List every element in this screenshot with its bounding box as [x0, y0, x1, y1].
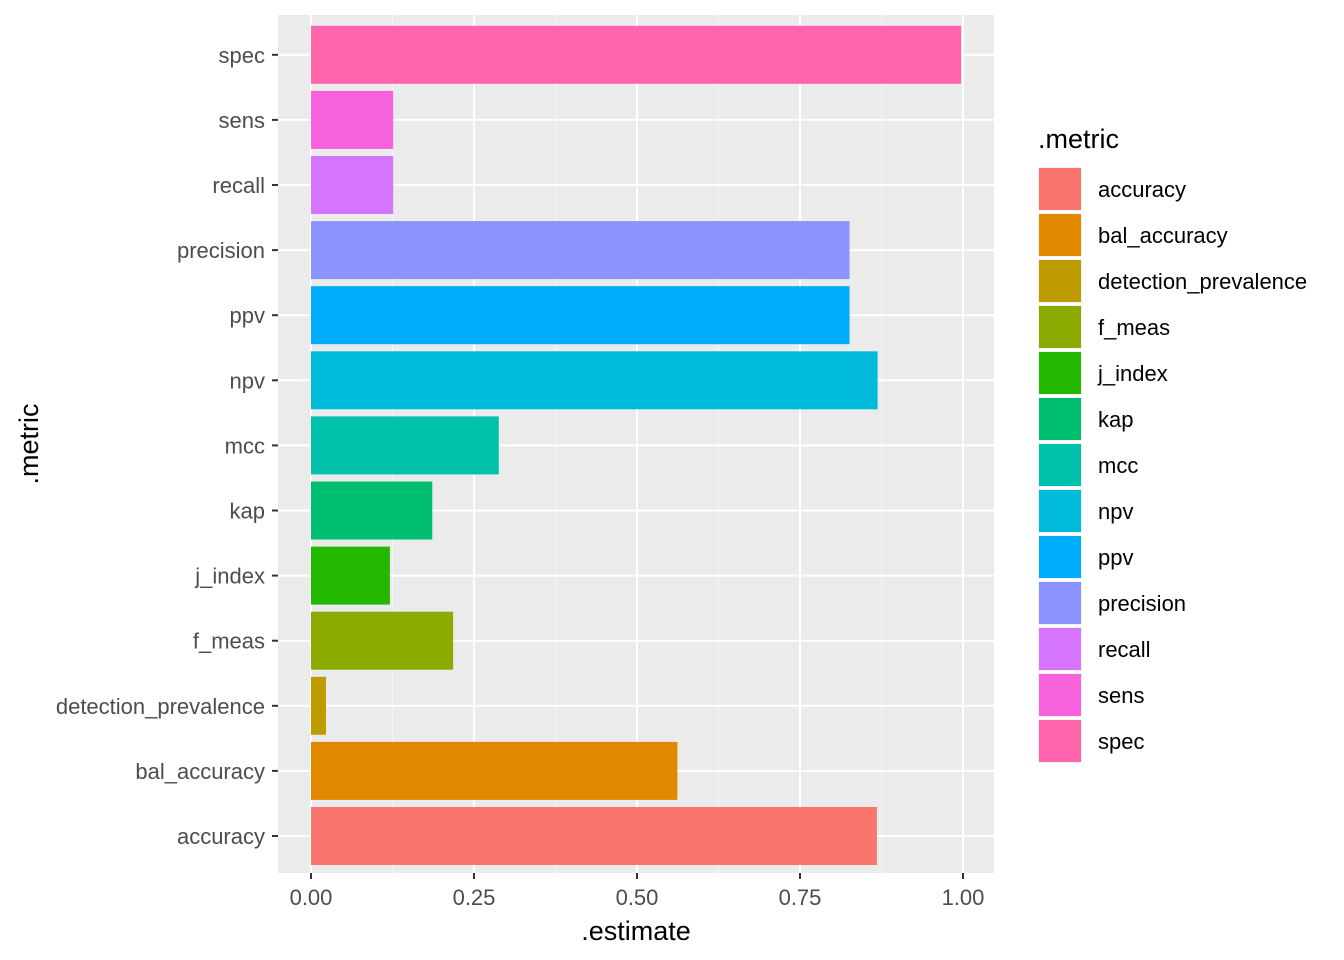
legend-key-j_index	[1039, 352, 1081, 394]
bar-detection_prevalence	[311, 676, 326, 735]
y-tick-label: kap	[230, 499, 265, 524]
y-tick-label: mcc	[225, 433, 265, 458]
legend-label-detection_prevalence: detection_prevalence	[1098, 269, 1307, 294]
bar-mcc	[311, 416, 499, 475]
legend-label-mcc: mcc	[1098, 453, 1138, 478]
legend-key-precision	[1039, 582, 1081, 624]
bar-precision	[311, 221, 850, 280]
bar-f_meas	[311, 611, 454, 670]
bar-ppv	[311, 286, 850, 345]
legend-key-f_meas	[1039, 306, 1081, 348]
legend-key-kap	[1039, 398, 1081, 440]
y-tick-label: j_index	[194, 564, 265, 589]
legend-label-f_meas: f_meas	[1098, 315, 1170, 340]
legend-key-ppv	[1039, 536, 1081, 578]
bars	[311, 25, 962, 865]
bar-sens	[311, 90, 394, 149]
legend: .metric accuracy bal_accuracy detection_pr…	[1038, 124, 1307, 763]
y-tick-label: detection_prevalence	[56, 694, 265, 719]
legend-label-recall: recall	[1098, 637, 1151, 662]
y-tick-label: recall	[212, 173, 265, 198]
bar-accuracy	[311, 807, 877, 865]
legend-key-spec	[1039, 720, 1081, 762]
y-tick-label: bal_accuracy	[135, 759, 265, 784]
legend-key-accuracy	[1039, 168, 1081, 210]
legend-items: accuracy bal_accuracy detection_prevalence…	[1038, 167, 1307, 763]
y-axis: accuracy bal_accuracy detection_prevalence…	[56, 43, 278, 849]
legend-label-j_index: j_index	[1097, 361, 1168, 386]
legend-label-spec: spec	[1098, 729, 1144, 754]
bar-kap	[311, 481, 433, 540]
y-tick-label: accuracy	[177, 824, 265, 849]
bar-recall	[311, 156, 394, 214]
legend-label-sens: sens	[1098, 683, 1144, 708]
x-axis: 0.00 0.25 0.50 0.75 1.00	[290, 873, 985, 910]
x-tick-label: 0.25	[453, 885, 496, 910]
legend-key-sens	[1039, 674, 1081, 716]
legend-label-bal_accuracy: bal_accuracy	[1098, 223, 1228, 248]
x-tick-label: 0.75	[779, 885, 822, 910]
y-tick-label: spec	[219, 43, 265, 68]
legend-title: .metric	[1038, 124, 1119, 154]
x-tick-label: 0.50	[616, 885, 659, 910]
legend-key-bal_accuracy	[1039, 214, 1081, 256]
y-tick-label: sens	[219, 108, 265, 133]
bar-spec	[311, 25, 962, 84]
bar-bal_accuracy	[311, 741, 678, 800]
legend-key-mcc	[1039, 444, 1081, 486]
legend-label-accuracy: accuracy	[1098, 177, 1186, 202]
bar-npv	[311, 351, 878, 410]
legend-label-kap: kap	[1098, 407, 1133, 432]
bar-j_index	[311, 546, 390, 605]
x-axis-title: .estimate	[581, 916, 691, 946]
legend-label-npv: npv	[1098, 499, 1133, 524]
legend-key-detection_prevalence	[1039, 260, 1081, 302]
y-axis-title: .metric	[14, 404, 44, 485]
x-tick-label: 0.00	[290, 885, 333, 910]
y-tick-label: precision	[177, 238, 265, 263]
legend-label-ppv: ppv	[1098, 545, 1133, 570]
y-tick-label: ppv	[230, 303, 265, 328]
legend-key-npv	[1039, 490, 1081, 532]
x-tick-label: 1.00	[942, 885, 985, 910]
legend-label-precision: precision	[1098, 591, 1186, 616]
legend-key-recall	[1039, 628, 1081, 670]
y-tick-label: f_meas	[193, 629, 265, 654]
y-tick-label: npv	[230, 368, 265, 393]
